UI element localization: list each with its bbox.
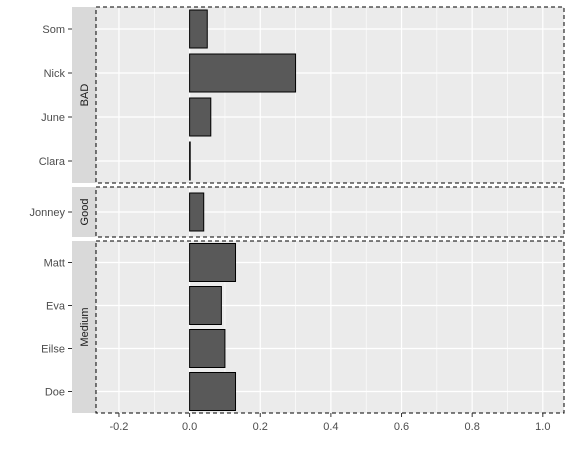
y-tick-label-matt: Matt: [44, 258, 65, 270]
x-tick-label: 0.8: [465, 421, 480, 433]
bar-som: [189, 9, 208, 49]
facet-panel-bad: [96, 7, 564, 183]
bar-nick: [189, 53, 297, 93]
y-tick-label-som: Som: [42, 24, 65, 36]
bar-jonney: [189, 192, 205, 232]
bar-june: [189, 97, 212, 137]
facet-strip-bad: [72, 7, 96, 183]
x-tick-label: 0.0: [182, 421, 197, 433]
bar-matt: [189, 243, 237, 282]
facet-strip-medium: [72, 241, 96, 413]
x-tick-label: 1.0: [535, 421, 550, 433]
facet-border-good: [95, 186, 565, 238]
facet-panel-medium: [96, 241, 564, 413]
x-tick-label: 0.2: [253, 421, 268, 433]
y-tick-label-eilse: Eilse: [41, 344, 65, 356]
y-tick-label-eva: Eva: [46, 301, 66, 313]
facet-border-bad: [95, 6, 565, 184]
facet-border-medium: [95, 240, 565, 414]
x-tick-label: -0.2: [109, 421, 128, 433]
y-tick-label-nick: Nick: [44, 68, 66, 80]
facet-label-bad: BAD: [79, 84, 91, 107]
bar-eilse: [189, 329, 226, 368]
y-tick-label-jonney: Jonney: [30, 207, 66, 219]
bar-clara: [189, 141, 191, 181]
facet-label-medium: Medium: [79, 307, 91, 346]
facet-label-good: Good: [79, 199, 91, 226]
x-tick-label: 0.6: [394, 421, 409, 433]
facet-strip-good: [72, 187, 96, 237]
y-tick-label-june: June: [41, 112, 65, 124]
bar-eva: [189, 286, 222, 325]
y-tick-label-doe: Doe: [45, 387, 65, 399]
y-tick-label-clara: Clara: [39, 156, 66, 168]
bar-doe: [189, 372, 237, 411]
x-tick-label: 0.4: [323, 421, 338, 433]
